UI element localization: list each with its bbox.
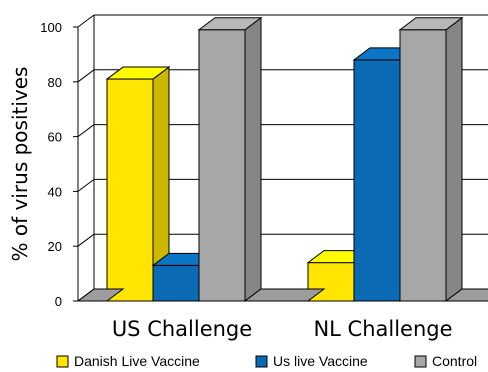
bar-top-face — [197, 17, 263, 31]
y-tick-label: 20 — [48, 239, 62, 254]
gridline-side — [77, 178, 95, 192]
bar-top-face — [105, 66, 171, 80]
gridline-side — [77, 124, 95, 138]
bar-control-nl-challenge — [399, 29, 447, 302]
bar-danish-live-vaccine-us-challenge — [106, 78, 154, 302]
y-axis-title: % of virus positives — [8, 67, 32, 262]
gridline-side — [77, 14, 95, 28]
legend-entry: Us live Vaccine — [273, 353, 368, 369]
x-category-label: NL Challenge — [313, 317, 452, 341]
floor-slab — [444, 288, 488, 302]
y-tick-label: 0 — [55, 294, 62, 309]
bar-us-live-vaccine-us-challenge — [152, 264, 200, 302]
legend-entry: Danish Live Vaccine — [74, 353, 200, 369]
bar-top-face — [398, 17, 464, 31]
floor-slab — [76, 288, 125, 302]
gridline-side — [77, 69, 95, 83]
bar-control-us-challenge — [198, 29, 246, 302]
bars-group — [76, 16, 488, 302]
legend-entry: Control — [432, 353, 477, 369]
bar-side-face — [445, 16, 463, 302]
floor-slab — [243, 288, 326, 302]
bar-side-face — [244, 16, 262, 302]
legend-swatch — [414, 355, 427, 368]
legend-swatch — [56, 355, 69, 368]
x-category-label: US Challenge — [112, 317, 252, 341]
y-tick-label: 80 — [48, 75, 62, 90]
y-tick-label: 60 — [48, 130, 62, 145]
y-tick-label: 100 — [40, 20, 62, 35]
bar-us-live-vaccine-nl-challenge — [353, 59, 401, 302]
legend-swatch — [255, 355, 268, 368]
y-tick-label: 40 — [48, 184, 62, 199]
gridline-side — [77, 233, 95, 247]
